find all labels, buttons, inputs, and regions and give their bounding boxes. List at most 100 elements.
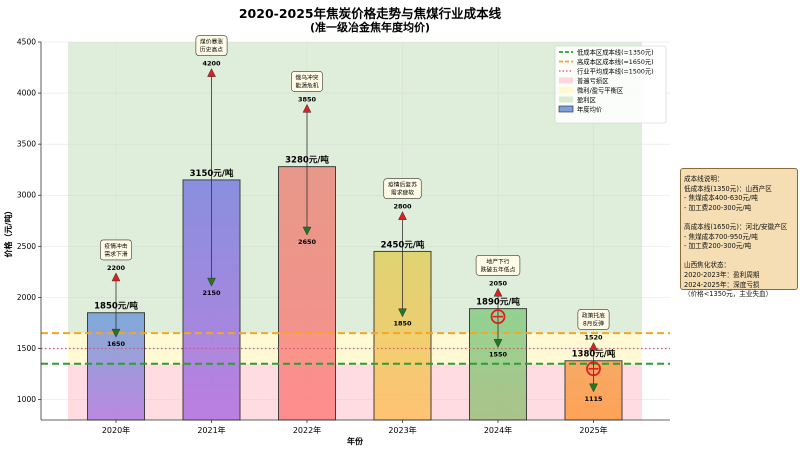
note-line: 高成本线(1650元)：河北/安徽产区 [684, 222, 788, 231]
x-tick-label: 2020年 [102, 425, 130, 435]
value-label: 2450元/吨 [381, 239, 425, 250]
axes-layer: 1000 1500 2000 2500 3000 3500 4000 4500 2020年 202… [17, 38, 670, 435]
value-label: 3280元/吨 [285, 155, 329, 166]
annotation-text: 疫情后复苏 [388, 181, 417, 189]
note-line: - 焦煤成本700-950元/吨 [684, 232, 758, 241]
annotation-text: 煤价暴涨 [200, 38, 223, 46]
high-marker [111, 272, 121, 282]
legend: 低成本区成本线(=1350元)高成本区成本线(=1650元)行业平均成本线(=1… [554, 45, 667, 124]
legend-swatch [559, 96, 573, 103]
annotation-text: 跌破五年低点 [481, 265, 516, 273]
annotation-box [195, 35, 228, 56]
legend-swatch [558, 105, 574, 113]
x-tick-label: 2025年 [579, 425, 607, 435]
x-tick-label: 2024年 [484, 425, 512, 435]
zone-1 [68, 363, 642, 420]
y-tick-label: 4500 [17, 38, 36, 47]
bars-layer [87, 166, 623, 421]
annotation-box [291, 71, 323, 92]
y-tick-label: 1500 [17, 344, 36, 353]
annotation-box [577, 309, 610, 330]
note-line: 2020-2023年：盈利周期 [684, 270, 760, 279]
y-tick-label: 2500 [17, 242, 36, 251]
annotation-text: 地产下行 [486, 257, 509, 265]
low-marker [111, 328, 121, 338]
cost-note-box: 成本线说明： 低成本线(1350元)：山西产区 - 焦煤成本400-630元/吨 - … [680, 168, 798, 298]
legend-label: 年度均价 [577, 105, 603, 114]
low-label: 1650 [107, 340, 126, 348]
low-label: 1115 [584, 395, 603, 403]
low-marker [589, 383, 598, 393]
high-label: 4200 [202, 60, 221, 68]
low-label: 1550 [489, 350, 508, 358]
chart-subtitle: (准一级冶金焦年度均价) [310, 20, 430, 34]
annotation-text: 需求下滑 [104, 250, 127, 258]
low-marker [493, 339, 503, 348]
low-marker [398, 308, 407, 318]
note-line: - 加工费200-300元/吨 [684, 203, 752, 212]
note-line: 2024-2025年：深度亏损 [684, 280, 760, 289]
note-line [684, 252, 793, 262]
note-line: 山西焦化状态： [684, 261, 731, 270]
note-line: 成本线说明： [684, 175, 724, 183]
y-tick-label: 1000 [17, 395, 36, 404]
x-tick-label: 2021年 [197, 425, 225, 435]
low-label: 1850 [393, 320, 412, 328]
low-marker [302, 226, 312, 236]
x-tick-label: 2023年 [388, 425, 416, 435]
ranges-layer [111, 68, 598, 393]
low-label: 2150 [202, 289, 221, 297]
high-marker [302, 103, 312, 113]
annotation-box [383, 178, 422, 199]
high-label: 2800 [393, 203, 412, 211]
high-label: 2050 [489, 279, 508, 287]
high-marker [589, 341, 598, 351]
high-marker [398, 211, 407, 220]
annotation-text: 历史高点 [200, 46, 223, 54]
high-marker [207, 68, 216, 77]
annotation-text: 能源危机 [295, 81, 318, 89]
annotation-box [475, 254, 521, 276]
annotation-text: 8月反弹 [583, 319, 604, 327]
loss-marker [490, 309, 506, 325]
legend-box [554, 45, 667, 124]
note-line: - 焦煤成本400-630元/吨 [684, 194, 758, 203]
y-tick-label: 4000 [17, 89, 36, 98]
note-line: （价格<1350元，主业失血） [684, 290, 773, 299]
zone-3 [68, 42, 642, 334]
y-tick-label: 3500 [17, 140, 36, 149]
chart-title: 2020-2025年焦炭价格走势与焦煤行业成本线 [239, 6, 502, 21]
value-label: 3150元/吨 [190, 168, 234, 179]
legend-swatch [559, 87, 573, 93]
annotation-text: 政策托底 [582, 311, 605, 319]
high-label: 2200 [107, 264, 126, 272]
y-axis-label: 价格（元/吨） [3, 207, 13, 258]
low-marker [207, 277, 216, 287]
loss-marker [586, 361, 601, 377]
x-axis-label: 年份 [347, 436, 364, 446]
y-tick-label: 3000 [17, 191, 36, 200]
note-line: 低成本线(1350元)：山西产区 [684, 184, 772, 193]
low-label: 2650 [298, 238, 317, 246]
legend-label: 普遍亏损区 [577, 76, 608, 85]
value-label: 1380元/吨 [572, 349, 616, 360]
value-label: 1850元/吨 [94, 301, 138, 312]
annotation-box [100, 239, 132, 261]
high-marker [493, 287, 503, 297]
high-label: 3850 [298, 95, 317, 103]
legend-swatch [559, 77, 573, 84]
y-tick-label: 2000 [17, 293, 36, 302]
legend-label: 行业平均成本线(=1500元) [577, 67, 654, 76]
annotation-text: 疫情冲击 [104, 242, 127, 250]
annotation-text: 俄乌冲突 [295, 73, 318, 81]
value-label: 1890元/吨 [476, 297, 520, 308]
legend-label: 微利/盈亏平衡区 [577, 86, 623, 95]
x-tick-label: 2022年 [293, 425, 321, 435]
annotation-text: 需求疲软 [391, 189, 414, 197]
legend-label: 低成本区成本线(=1350元) [577, 48, 654, 57]
note-line: - 加工费200-300元/吨 [684, 242, 752, 251]
legend-label: 高成本区成本线(=1650元) [577, 57, 654, 66]
cost-lines-layer [41, 332, 670, 365]
